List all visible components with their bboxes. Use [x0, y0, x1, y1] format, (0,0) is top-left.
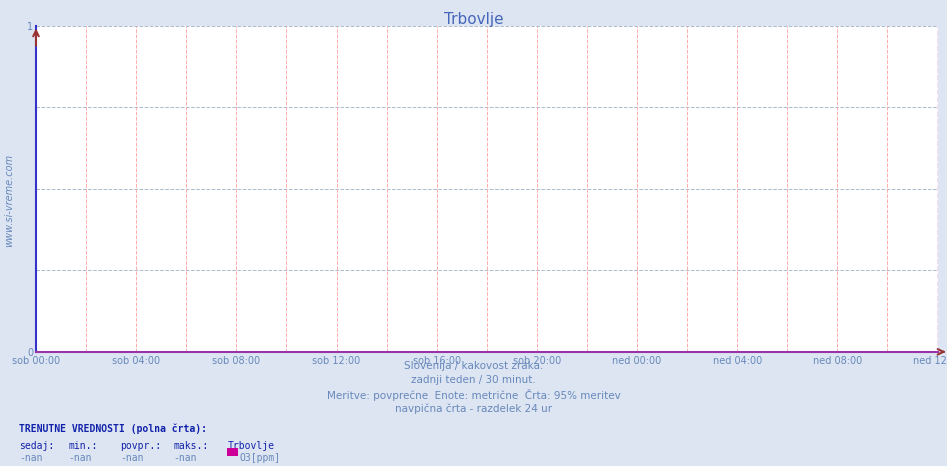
Text: maks.:: maks.:	[173, 441, 208, 451]
Text: navpična črta - razdelek 24 ur: navpična črta - razdelek 24 ur	[395, 403, 552, 414]
Text: sedaj:: sedaj:	[19, 441, 54, 451]
Text: Trbovlje: Trbovlje	[444, 12, 503, 27]
Text: O3[ppm]: O3[ppm]	[240, 453, 280, 463]
Text: TRENUTNE VREDNOSTI (polna črta):: TRENUTNE VREDNOSTI (polna črta):	[19, 423, 207, 434]
Text: -nan: -nan	[120, 453, 144, 463]
Text: -nan: -nan	[19, 453, 43, 463]
Text: Meritve: povprečne  Enote: metrične  Črta: 95% meritev: Meritve: povprečne Enote: metrične Črta:…	[327, 389, 620, 401]
Text: Trbovlje: Trbovlje	[227, 441, 275, 451]
Text: -nan: -nan	[173, 453, 197, 463]
Text: min.:: min.:	[68, 441, 98, 451]
Text: povpr.:: povpr.:	[120, 441, 161, 451]
Text: www.si-vreme.com: www.si-vreme.com	[5, 154, 14, 247]
Text: zadnji teden / 30 minut.: zadnji teden / 30 minut.	[411, 375, 536, 385]
Text: Slovenija / kakovost zraka.: Slovenija / kakovost zraka.	[403, 361, 544, 371]
Text: -nan: -nan	[68, 453, 92, 463]
